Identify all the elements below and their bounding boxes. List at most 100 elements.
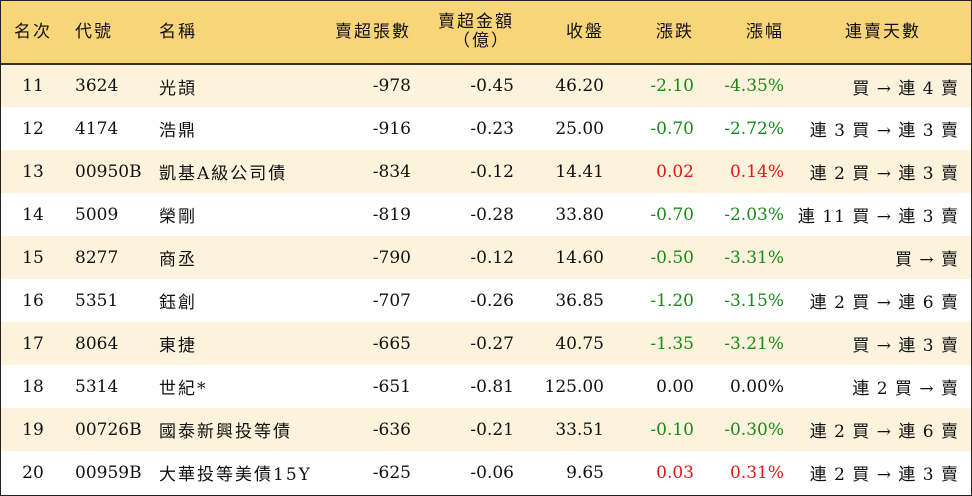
table-row[interactable]: 20 00959B 大華投等美債15Y -625 -0.06 9.65 0.03 0.31% 連… <box>1 451 971 494</box>
change-cell: -0.70 <box>650 204 694 225</box>
header-change[interactable]: 漲跌 <box>656 21 694 42</box>
net-sell-amount-cell: -0.81 <box>470 376 514 397</box>
name-cell: 光頡 <box>159 78 197 99</box>
close-cell: 25.00 <box>555 118 604 139</box>
table-row[interactable]: 14 5009 榮剛 -819 -0.28 33.80 -0.70 -2.03% 連 11 買 … <box>1 193 971 236</box>
header-net-sell-amount[interactable]: 賣超金額 （億） <box>411 1 514 64</box>
streak-cell: 連 11 買 → 連 3 賣 <box>797 207 959 227</box>
table-row[interactable]: 13 00950B 凱基A級公司債 -834 -0.12 14.41 0.02 0.14% 連 … <box>1 150 971 193</box>
header-row: 名次 代號 名稱 賣超張數 賣超金額 （億） 收盤 漲跌 漲幅 連賣天數 <box>1 1 971 64</box>
net-sell-lots-cell: -819 <box>372 204 411 225</box>
change-pct-cell: -2.03% <box>724 204 784 225</box>
close-cell: 40.75 <box>555 333 604 354</box>
table-row[interactable]: 16 5351 鈺創 -707 -0.26 36.85 -1.20 -3.15% 連 2 買 →… <box>1 279 971 322</box>
change-cell: -1.20 <box>650 290 694 311</box>
name-cell: 榮剛 <box>159 207 197 227</box>
table-row[interactable]: 15 8277 商丞 -790 -0.12 14.60 -0.50 -3.31% 買 → 賣 <box>1 236 971 279</box>
change-pct-cell: -2.72% <box>724 118 784 139</box>
header-net-sell-amount-line1: 賣超金額 <box>438 12 514 32</box>
change-cell: -2.10 <box>650 76 694 96</box>
close-cell: 9.65 <box>566 462 604 483</box>
net-sell-lots-cell: -978 <box>372 76 411 96</box>
close-cell: 36.85 <box>555 290 604 311</box>
change-pct-cell: -0.30% <box>724 419 784 440</box>
net-sell-lots-cell: -625 <box>372 462 411 483</box>
code-cell: 8064 <box>75 333 119 354</box>
name-cell: 世紀* <box>159 379 208 399</box>
change-pct-cell: -3.15% <box>724 290 784 311</box>
header-code[interactable]: 代號 <box>75 21 113 42</box>
code-cell: 00726B <box>75 419 142 440</box>
change-pct-cell: 0.14% <box>729 161 784 182</box>
rank-cell: 14 <box>22 204 44 225</box>
net-sell-lots-cell: -834 <box>372 161 411 182</box>
change-cell: -0.10 <box>650 419 694 440</box>
name-cell: 鈺創 <box>159 293 197 313</box>
close-cell: 33.80 <box>555 204 604 225</box>
net-sell-lots-cell: -636 <box>372 419 411 440</box>
table-row[interactable]: 18 5314 世紀* -651 -0.81 125.00 0.00 0.00% 連 2 買 →… <box>1 365 971 408</box>
rank-cell: 18 <box>22 376 44 397</box>
streak-cell: 買 → 連 3 賣 <box>852 336 959 356</box>
code-cell: 5314 <box>75 376 119 397</box>
header-streak[interactable]: 連賣天數 <box>845 21 921 42</box>
close-cell: 33.51 <box>555 419 604 440</box>
code-cell: 00959B <box>75 462 142 483</box>
code-cell: 00950B <box>75 161 142 182</box>
name-cell: 浩鼎 <box>159 121 197 141</box>
header-net-sell-lots[interactable]: 賣超張數 <box>335 21 411 42</box>
net-sell-amount-cell: -0.23 <box>470 118 514 139</box>
change-pct-cell: -3.21% <box>724 333 784 354</box>
table-row[interactable]: 12 4174 浩鼎 -916 -0.23 25.00 -0.70 -2.72% 連 3 買 →… <box>1 107 971 150</box>
rank-cell: 19 <box>22 419 44 440</box>
header-rank[interactable]: 名次 <box>14 21 52 42</box>
name-cell: 國泰新興投等債 <box>159 422 292 442</box>
code-cell: 8277 <box>75 247 119 268</box>
net-sell-amount-cell: -0.27 <box>470 333 514 354</box>
change-pct-cell: -3.31% <box>724 247 784 268</box>
change-cell: -0.50 <box>650 247 694 268</box>
close-cell: 46.20 <box>555 76 604 96</box>
change-pct-cell: 0.31% <box>729 462 784 483</box>
close-cell: 14.60 <box>555 247 604 268</box>
net-sell-lots-cell: -707 <box>372 290 411 311</box>
change-cell: -1.35 <box>650 333 694 354</box>
code-cell: 5351 <box>75 290 119 311</box>
header-change-pct[interactable]: 漲幅 <box>746 21 784 42</box>
streak-cell: 連 2 買 → 賣 <box>852 379 959 399</box>
code-cell: 4174 <box>75 118 119 139</box>
net-sell-lots-cell: -916 <box>372 118 411 139</box>
rank-cell: 20 <box>22 462 44 483</box>
table-row[interactable]: 11 3624 光頡 -978 -0.45 46.20 -2.10 -4.35% 買 → 連 4… <box>1 64 971 107</box>
name-cell: 東捷 <box>159 336 197 356</box>
net-sell-amount-cell: -0.06 <box>470 462 514 483</box>
change-cell: 0.03 <box>656 462 694 483</box>
streak-cell: 連 2 買 → 連 3 賣 <box>809 164 959 184</box>
header-name[interactable]: 名稱 <box>159 21 197 42</box>
header-net-sell-amount-line2: （億） <box>453 31 510 51</box>
table-body: 11 3624 光頡 -978 -0.45 46.20 -2.10 -4.35% 買 → 連 4… <box>1 64 971 494</box>
close-cell: 14.41 <box>555 161 604 182</box>
table-row[interactable]: 19 00726B 國泰新興投等債 -636 -0.21 33.51 -0.10 -0.30%… <box>1 408 971 451</box>
net-sell-lots-cell: -651 <box>372 376 411 397</box>
streak-cell: 連 2 買 → 連 3 賣 <box>809 465 959 485</box>
change-pct-cell: -4.35% <box>724 76 784 96</box>
net-sell-amount-cell: -0.12 <box>470 161 514 182</box>
table-row[interactable]: 17 8064 東捷 -665 -0.27 40.75 -1.35 -3.21% 買 → 連 3… <box>1 322 971 365</box>
streak-cell: 連 3 買 → 連 3 賣 <box>809 121 959 141</box>
streak-cell: 買 → 連 4 賣 <box>852 78 959 99</box>
name-cell: 大華投等美債15Y <box>159 465 312 485</box>
rank-cell: 13 <box>22 161 44 182</box>
change-pct-cell: 0.00% <box>729 376 784 397</box>
net-sell-amount-cell: -0.21 <box>470 419 514 440</box>
rank-cell: 12 <box>22 118 44 139</box>
net-sell-amount-cell: -0.26 <box>470 290 514 311</box>
streak-cell: 連 2 買 → 連 6 賣 <box>809 422 959 442</box>
streak-cell: 買 → 賣 <box>894 250 959 270</box>
header-close[interactable]: 收盤 <box>566 21 604 42</box>
net-sell-lots-cell: -665 <box>372 333 411 354</box>
code-cell: 3624 <box>75 76 119 96</box>
change-cell: 0.00 <box>656 376 694 397</box>
